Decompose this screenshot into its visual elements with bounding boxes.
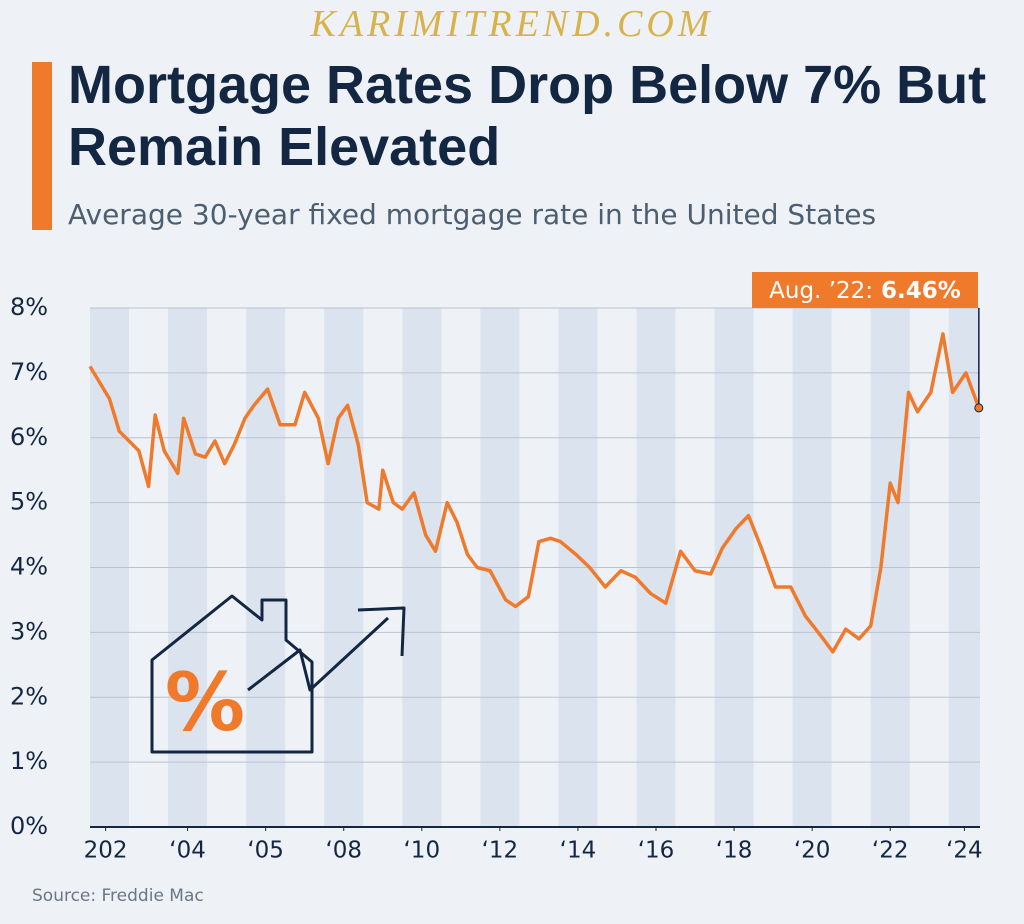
source: Source: Freddie Mac [32,886,204,906]
y-tick-label: 7% [10,358,48,386]
x-tick-label: ‘16 [638,838,675,864]
annotation-point [974,403,984,413]
x-tick-label: ‘08 [325,838,362,864]
y-tick-label: 5% [10,488,48,516]
x-tick-label: ‘20 [794,838,831,864]
watermark: KARIMITREND.COM [310,3,714,45]
y-tick-label: 8% [10,293,48,321]
y-tick-label: 6% [10,423,48,451]
y-tick-label: 0% [10,812,48,840]
data-line [88,332,981,654]
x-tick-label: ‘04 [169,838,206,864]
accent-bar [32,62,52,230]
x-tick-label: 202 [84,838,128,864]
illustration-symbol: % [165,656,245,749]
chart-title: Mortgage Rates Drop Below 7% But Remain … [68,55,987,177]
y-tick-label: 3% [10,617,48,645]
y-tick-label: 1% [10,747,48,775]
y-tick-label: 4% [10,553,48,581]
x-tick-label: ‘05 [247,838,284,864]
y-tick-label: 2% [10,682,48,710]
illustration: % [150,594,406,754]
annotation-label: Aug. ’22: [769,278,873,304]
annotation-text: Aug. ’22: 6.46% [769,278,961,304]
x-tick-label: ‘12 [482,838,519,864]
x-tick-label: ‘18 [716,838,753,864]
x-tick-label: ‘22 [872,838,909,864]
x-tick-label: ‘24 [946,838,983,864]
house-icon [150,594,314,754]
x-tick-label: ‘10 [404,838,441,864]
annotation-box [752,272,978,308]
chart-subtitle: Average 30-year fixed mortgage rate in t… [68,198,877,231]
x-tick-label: ‘14 [560,838,597,864]
arrow-icon [247,606,406,692]
annotation-value: 6.46% [881,278,961,304]
